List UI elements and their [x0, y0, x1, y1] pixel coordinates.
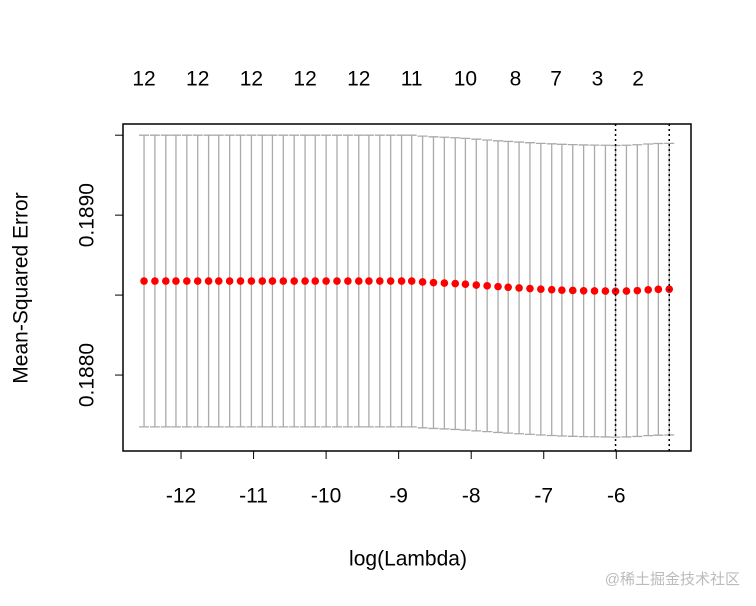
x-tick-label: -6 — [607, 485, 626, 508]
point — [601, 287, 610, 295]
watermark: @稀土掘金技术社区 — [605, 571, 740, 588]
point — [311, 277, 320, 285]
point — [633, 286, 642, 295]
point — [236, 277, 245, 285]
point — [429, 278, 438, 287]
point — [644, 286, 653, 294]
x-tick-label: -10 — [311, 485, 341, 508]
point — [258, 277, 267, 285]
y-tick-label: 0.1880 — [76, 343, 99, 407]
point — [440, 279, 449, 287]
point — [526, 284, 534, 293]
point — [622, 287, 631, 295]
top-tick-label: 12 — [132, 68, 155, 91]
point — [558, 286, 566, 294]
point — [354, 277, 363, 285]
plot-frame — [122, 123, 692, 452]
point — [515, 284, 523, 292]
point — [193, 277, 202, 285]
point — [365, 277, 373, 285]
top-tick-label: 11 — [401, 68, 423, 91]
point — [183, 277, 191, 285]
point — [151, 277, 159, 285]
point — [461, 280, 470, 289]
point — [418, 278, 427, 286]
point — [279, 277, 288, 285]
top-tick-label: 12 — [293, 68, 316, 91]
y-axis-label: Mean-Squared Error — [10, 192, 33, 383]
point — [397, 277, 406, 285]
x-axis-label: log(Lambda) — [349, 548, 467, 571]
x-tick-label: -11 — [239, 485, 268, 508]
top-tick-label: 3 — [592, 68, 604, 91]
point — [172, 277, 180, 285]
point — [547, 285, 556, 294]
point — [344, 277, 352, 285]
top-tick-label: 12 — [240, 68, 263, 91]
point — [472, 281, 481, 289]
point — [483, 282, 491, 290]
point — [225, 277, 234, 285]
point — [386, 277, 395, 285]
point — [568, 286, 577, 295]
top-tick-label: 12 — [347, 68, 370, 91]
top-tick-label: 8 — [510, 68, 522, 91]
x-tick-label: -12 — [166, 485, 196, 508]
point — [322, 277, 330, 285]
point — [268, 277, 277, 285]
point — [290, 277, 298, 285]
point — [375, 277, 384, 285]
point — [247, 277, 256, 285]
point — [161, 277, 170, 285]
top-tick-label: 7 — [550, 68, 562, 91]
x-tick-label: -7 — [534, 485, 553, 508]
y-tick-label: 0.1890 — [76, 183, 99, 247]
point — [333, 277, 341, 285]
point — [407, 277, 416, 285]
point — [140, 277, 148, 285]
point — [611, 287, 620, 296]
point — [204, 277, 213, 285]
top-tick-label: 10 — [454, 68, 477, 91]
point — [494, 282, 502, 291]
point — [590, 287, 599, 295]
point — [451, 279, 460, 288]
top-tick-label: 12 — [186, 68, 209, 91]
top-tick-label: 2 — [632, 68, 644, 91]
x-tick-label: -9 — [389, 485, 408, 508]
x-tick-label: -8 — [462, 485, 481, 508]
point — [579, 286, 588, 295]
point — [654, 285, 663, 294]
point — [214, 277, 223, 285]
point — [504, 283, 512, 292]
point — [537, 285, 545, 293]
point — [301, 277, 309, 285]
